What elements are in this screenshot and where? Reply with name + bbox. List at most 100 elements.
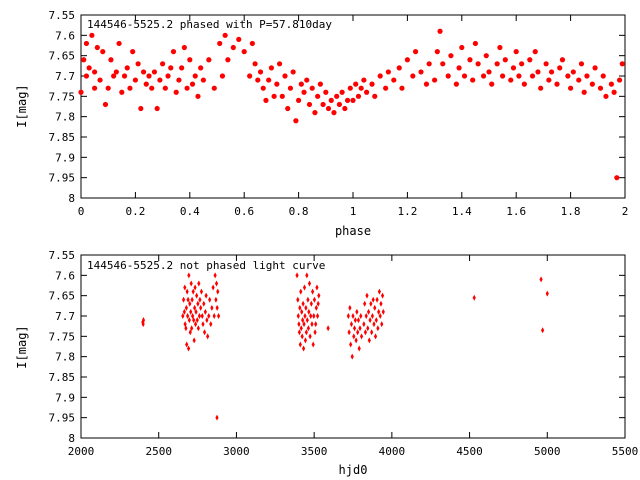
unphased-data-point — [306, 296, 310, 303]
unphased-data-point — [357, 345, 361, 352]
unphased-data-point — [208, 296, 212, 303]
phased-data-point — [323, 89, 329, 95]
unphased-data-point — [370, 313, 375, 319]
phased-data-point — [502, 57, 508, 63]
unphased-data-point — [346, 313, 350, 319]
unphased-data-point — [381, 308, 385, 315]
unphased-y-tick-label: 7.75 — [49, 330, 76, 343]
phased-y-tick-label: 7.65 — [49, 50, 76, 63]
phased-data-point — [241, 49, 247, 55]
unphased-data-point — [201, 321, 205, 328]
phased-x-axis: 0 0.2 0.4 0.6 0.8 1 1.2 1.4 1.6 1.8 2 — [78, 15, 629, 218]
unphased-data-point — [377, 308, 381, 315]
phased-data-point — [200, 77, 206, 83]
phased-data-point — [472, 40, 478, 47]
phased-data-point — [608, 81, 615, 87]
phased-data-point — [263, 97, 269, 103]
phased-data-point — [532, 49, 538, 55]
phased-data-point — [181, 44, 187, 51]
phased-y-tick-label: 7.75 — [49, 90, 76, 103]
unphased-data-point — [347, 329, 351, 336]
phased-data-point — [510, 65, 517, 71]
unphased-data-point — [541, 327, 545, 334]
phased-data-point — [266, 77, 272, 83]
phased-data-point — [543, 61, 549, 67]
phased-data-point — [168, 65, 174, 71]
unphased-y-tick-label: 7.95 — [49, 412, 76, 425]
unphased-data-point — [315, 284, 319, 291]
unphased-plot-frame — [80, 254, 626, 439]
unphased-data-point — [314, 304, 318, 311]
phased-data-point — [489, 81, 495, 87]
phased-data-point — [546, 77, 552, 83]
unphased-y-tick-label: 7.6 — [55, 269, 75, 282]
unphased-data-point — [373, 333, 378, 340]
phased-data-point — [578, 61, 585, 67]
phased-data-point — [111, 73, 117, 79]
unphased-data-point — [362, 321, 366, 328]
unphased-data-point — [352, 333, 356, 340]
unphased-data-point — [298, 304, 302, 311]
unphased-data-point — [199, 288, 204, 295]
phased-data-point — [320, 101, 326, 108]
phased-data-point — [86, 65, 92, 71]
unphased-data-point — [186, 296, 190, 303]
phased-data-point — [494, 61, 500, 67]
phased-data-point — [92, 69, 98, 75]
phased-x-tick-label: 1.8 — [561, 205, 581, 218]
phased-plot-frame — [80, 14, 626, 199]
unphased-data-point — [378, 313, 382, 319]
phased-data-point — [410, 73, 416, 79]
unphased-data-point — [539, 276, 543, 283]
phased-data-point — [179, 65, 185, 71]
phased-data-point — [404, 57, 410, 63]
phased-data-point — [282, 73, 288, 79]
unphased-data-point — [379, 300, 383, 307]
phased-data-point — [557, 65, 563, 71]
phased-data-point — [535, 69, 541, 75]
phased-data-point — [616, 77, 623, 83]
unphased-data-point — [186, 345, 191, 352]
unphased-data-point — [212, 313, 216, 319]
phased-data-point — [432, 77, 438, 83]
unphased-data-point — [353, 317, 357, 324]
unphased-y-tick-label: 7.9 — [55, 391, 75, 404]
unphased-data-point — [348, 304, 352, 311]
phased-data-point — [81, 57, 87, 63]
unphased-x-tick-label: 5000 — [534, 445, 561, 458]
phased-data-point — [369, 81, 375, 87]
unphased-data-point — [195, 317, 199, 324]
unphased-data-point — [196, 300, 200, 307]
phased-data-point — [119, 89, 125, 95]
unphased-data-point — [326, 325, 330, 332]
phased-x-tick-label: 2 — [622, 205, 629, 218]
phased-data-point — [105, 85, 111, 91]
phased-data-point — [459, 44, 465, 51]
unphased-data-point — [296, 296, 300, 303]
unphased-x-tick-label: 3500 — [301, 445, 328, 458]
unphased-data-point — [316, 300, 320, 307]
phased-y-tick-label: 7.85 — [49, 131, 76, 144]
phased-data-point — [97, 77, 103, 83]
phased-data-point — [255, 77, 261, 83]
phased-data-point — [456, 65, 462, 71]
unphased-data-point — [189, 280, 193, 287]
phased-data-point — [548, 69, 555, 75]
phased-x-tick-label: 1 — [350, 205, 357, 218]
unphased-data-point — [369, 300, 373, 307]
phased-data-point — [423, 81, 430, 87]
unphased-data-point — [305, 317, 309, 324]
phased-x-tick-label: 0.6 — [234, 205, 254, 218]
phased-data-point — [500, 73, 506, 79]
unphased-data-point — [308, 333, 312, 340]
unphased-data-point — [187, 272, 191, 279]
unphased-data-point — [210, 304, 214, 311]
unphased-data-point — [295, 272, 299, 279]
phased-data-point — [358, 85, 364, 91]
phased-data-point — [149, 85, 155, 91]
phased-data-point — [538, 85, 544, 91]
unphased-data-point — [216, 288, 220, 295]
unphased-data-point — [359, 313, 363, 319]
unphased-data-point — [216, 313, 221, 319]
phased-data-point — [475, 61, 481, 67]
